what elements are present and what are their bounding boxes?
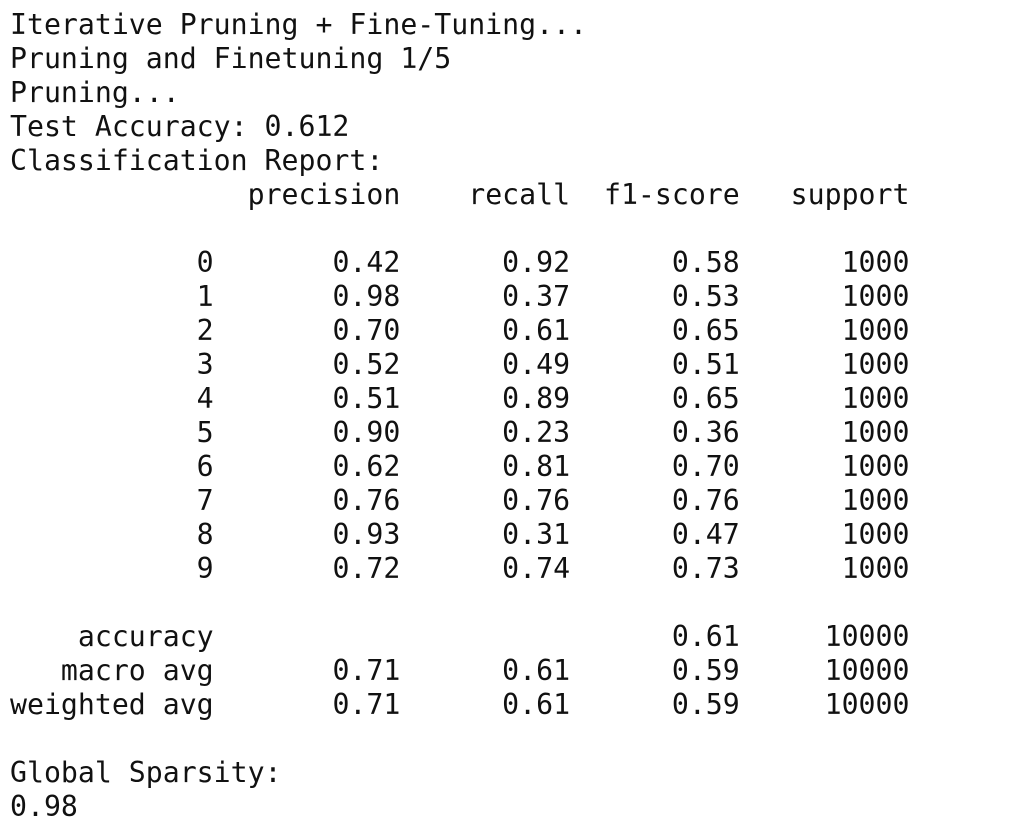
f1-score-value: 0.58 xyxy=(570,246,740,279)
report-row: accuracy 0.61 10000 xyxy=(10,620,910,654)
iterative-pruning-line: Iterative Pruning + Fine-Tuning... xyxy=(10,8,587,41)
row-label: 4 xyxy=(10,382,214,415)
precision-value: 0.90 xyxy=(213,416,401,449)
support-value: 1000 xyxy=(739,246,910,279)
row-label: 8 xyxy=(10,518,214,551)
support-value: 1000 xyxy=(739,314,910,347)
summary-rows: accuracy 0.61 10000 macro avg 0.71 0.61 … xyxy=(10,620,909,722)
f1-score-value: 0.65 xyxy=(570,314,740,347)
round-progress-line: Pruning and Finetuning 1/5 xyxy=(10,42,452,75)
row-label: 1 xyxy=(10,280,214,313)
report-row: macro avg 0.71 0.61 0.59 10000 xyxy=(10,654,910,688)
f1-score-value: 0.53 xyxy=(570,280,740,313)
row-label: 6 xyxy=(10,450,214,483)
classification-report-title: Classification Report: xyxy=(10,144,384,177)
recall-value: 0.92 xyxy=(400,246,571,279)
recall-value: 0.61 xyxy=(400,654,571,687)
column-header-support: support xyxy=(739,178,910,211)
precision-value: 0.42 xyxy=(213,246,401,279)
precision-value: 0.72 xyxy=(213,552,401,585)
precision-value: 0.52 xyxy=(213,348,401,381)
f1-score-value: 0.51 xyxy=(570,348,740,381)
row-label: 3 xyxy=(10,348,214,381)
global-sparsity-label: Global Sparsity: xyxy=(10,756,282,789)
recall-value xyxy=(400,620,570,654)
recall-value: 0.61 xyxy=(400,314,571,347)
recall-value: 0.31 xyxy=(400,518,571,551)
report-row: 0 0.42 0.92 0.58 1000 xyxy=(10,246,910,280)
f1-score-value: 0.61 xyxy=(570,620,740,653)
truncated-output-line: ... xyxy=(10,0,909,8)
report-row: 2 0.70 0.61 0.65 1000 xyxy=(10,314,910,348)
support-value: 10000 xyxy=(739,654,910,687)
class-rows: 0 0.42 0.92 0.58 1000 1 0.98 0.37 0.53 1… xyxy=(10,246,910,586)
report-row: 1 0.98 0.37 0.53 1000 xyxy=(10,280,910,314)
recall-value: 0.61 xyxy=(400,688,571,721)
report-row: 9 0.72 0.74 0.73 1000 xyxy=(10,552,910,586)
support-value: 10000 xyxy=(739,620,910,653)
precision-value: 0.93 xyxy=(213,518,401,551)
row-label: 5 xyxy=(10,416,214,449)
precision-value: 0.71 xyxy=(213,654,401,687)
blank-line xyxy=(10,586,909,620)
report-row: 3 0.52 0.49 0.51 1000 xyxy=(10,348,910,382)
f1-score-value: 0.76 xyxy=(570,484,740,517)
support-value: 10000 xyxy=(739,688,910,721)
row-label: 7 xyxy=(10,484,214,517)
row-label-spacer xyxy=(10,178,214,212)
pruning-status-line: Pruning... xyxy=(10,76,180,109)
column-header-recall: recall xyxy=(400,178,571,211)
test-accuracy-line: Test Accuracy: 0.612 xyxy=(10,110,350,143)
recall-value: 0.74 xyxy=(400,552,571,585)
report-row: 5 0.90 0.23 0.36 1000 xyxy=(10,416,910,450)
row-label: macro avg xyxy=(10,654,214,687)
blank-line xyxy=(10,722,909,756)
f1-score-value: 0.70 xyxy=(570,450,740,483)
precision-value: 0.70 xyxy=(213,314,401,347)
terminal-output: ...Iterative Pruning + Fine-Tuning...Pru… xyxy=(10,0,909,824)
recall-value: 0.49 xyxy=(400,348,571,381)
support-value: 1000 xyxy=(739,416,910,449)
f1-score-value: 0.59 xyxy=(570,688,740,721)
recall-value: 0.81 xyxy=(400,450,571,483)
report-header-row: precision recall f1-score support xyxy=(10,178,910,212)
report-row: 7 0.76 0.76 0.76 1000 xyxy=(10,484,910,518)
f1-score-value: 0.36 xyxy=(570,416,740,449)
support-value: 1000 xyxy=(739,348,910,381)
column-header-precision: precision xyxy=(213,178,401,211)
row-label: weighted avg xyxy=(10,688,214,721)
support-value: 1000 xyxy=(739,484,910,517)
f1-score-value: 0.73 xyxy=(570,552,740,585)
row-label: 9 xyxy=(10,552,214,585)
f1-score-value: 0.65 xyxy=(570,382,740,415)
recall-value: 0.23 xyxy=(400,416,571,449)
precision-value: 0.62 xyxy=(213,450,401,483)
precision-value: 0.71 xyxy=(213,688,401,721)
report-row: weighted avg 0.71 0.61 0.59 10000 xyxy=(10,688,909,722)
row-label: 2 xyxy=(10,314,214,347)
column-header-f1-score: f1-score xyxy=(570,178,740,211)
support-value: 1000 xyxy=(739,518,910,551)
recall-value: 0.76 xyxy=(400,484,571,517)
precision-value: 0.76 xyxy=(213,484,401,517)
recall-value: 0.37 xyxy=(400,280,571,313)
f1-score-value: 0.47 xyxy=(570,518,740,551)
support-value: 1000 xyxy=(739,280,910,313)
recall-value: 0.89 xyxy=(400,382,571,415)
support-value: 1000 xyxy=(739,382,910,415)
report-row: 6 0.62 0.81 0.70 1000 xyxy=(10,450,910,484)
report-row: 4 0.51 0.89 0.65 1000 xyxy=(10,382,910,416)
precision-value xyxy=(214,620,401,654)
global-sparsity-value: 0.98 xyxy=(10,790,78,823)
row-label: accuracy xyxy=(10,620,214,653)
blank-line xyxy=(10,212,909,246)
row-label: 0 xyxy=(10,246,214,279)
report-row: 8 0.93 0.31 0.47 1000 xyxy=(10,518,910,552)
support-value: 1000 xyxy=(739,552,910,585)
support-value: 1000 xyxy=(739,450,910,483)
f1-score-value: 0.59 xyxy=(570,654,740,687)
precision-value: 0.98 xyxy=(213,280,401,313)
precision-value: 0.51 xyxy=(213,382,401,415)
